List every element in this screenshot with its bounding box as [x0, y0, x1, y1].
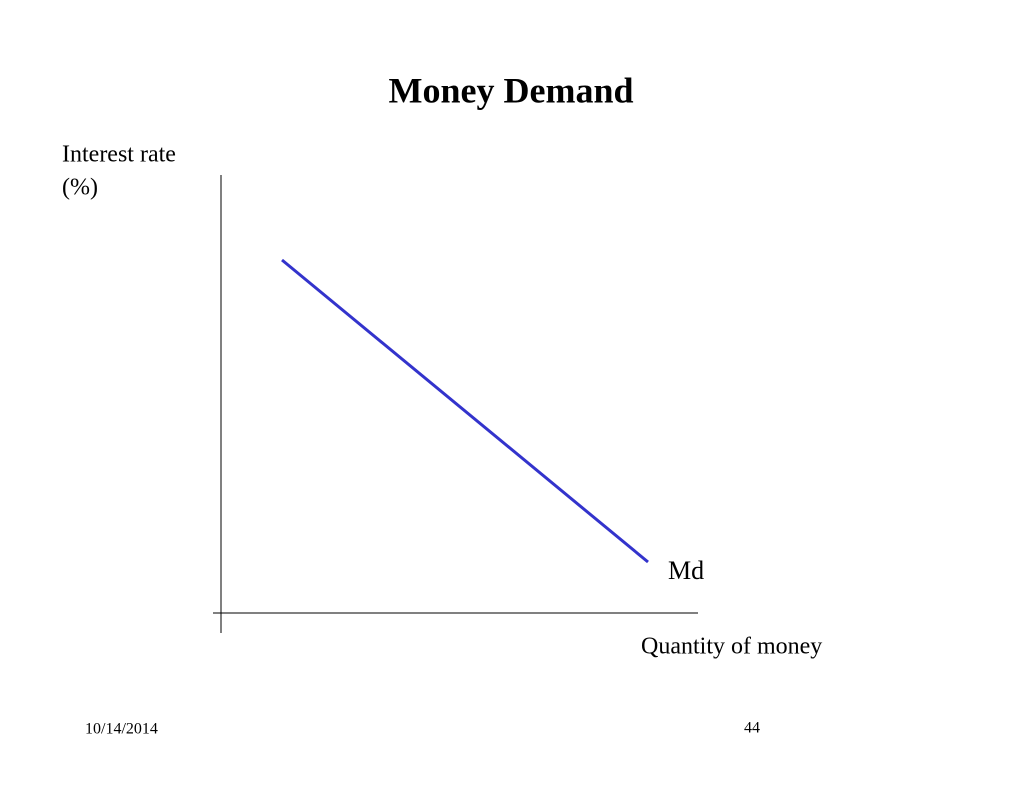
curve-label: Md: [668, 556, 704, 585]
footer-date: 10/14/2014: [85, 721, 158, 738]
x-axis-label: Quantity of money: [641, 634, 822, 660]
money-demand-curve: [281, 258, 649, 564]
y-axis-label: (%): [62, 175, 98, 201]
page-number: 44: [744, 720, 760, 737]
slide-title: Money Demand: [389, 70, 634, 110]
y-axis-label: Interest rate: [62, 142, 176, 168]
